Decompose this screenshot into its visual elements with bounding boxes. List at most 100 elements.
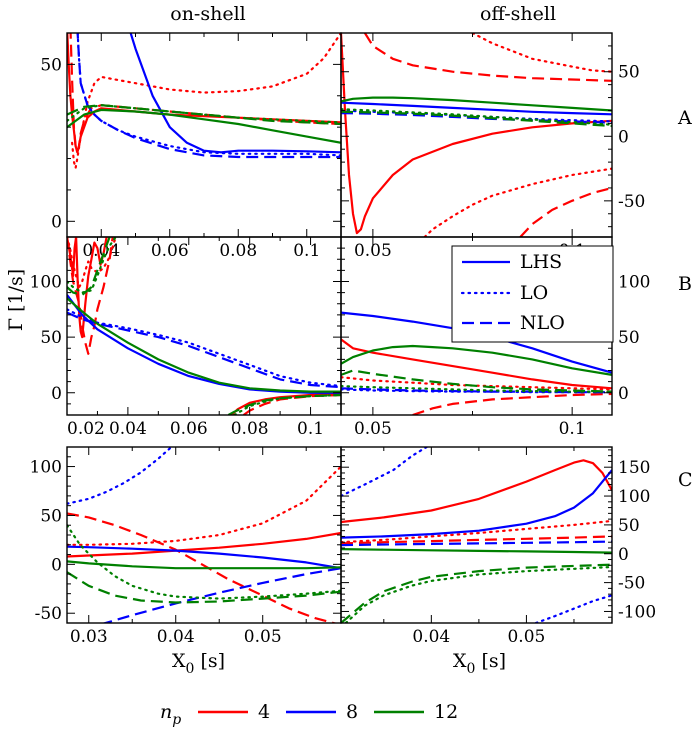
- series-line-solid: [67, 531, 341, 558]
- row-label-b: B: [678, 273, 692, 295]
- series-line-dashed: [242, 393, 341, 415]
- panel-b-off: 0.05 0.1 0 50 100: [340, 236, 650, 439]
- series-line-dashed: [519, 186, 612, 237]
- row-label-c: C: [678, 469, 693, 491]
- series-line-dashed: [67, 237, 111, 296]
- series-line-dashed: [341, 535, 612, 545]
- y-tick-label: 100: [30, 458, 62, 478]
- series-group: [341, 447, 612, 623]
- x-tick-label: 0.03: [70, 627, 108, 647]
- legend-np-label-12: 12: [434, 701, 458, 723]
- y-tick-label: 0: [618, 127, 629, 147]
- legend-np-label-4: 4: [258, 701, 270, 723]
- x-tick-label: 0.05: [354, 241, 392, 261]
- series-group: [67, 33, 341, 170]
- series-line-dashed: [76, 33, 341, 159]
- series-line-solid: [67, 297, 341, 393]
- panel-b-on: 0.02 0.04 0.06 0.08 0.1 0 50 100: [30, 236, 342, 439]
- series-line-dotted: [67, 308, 341, 388]
- x-axis-main: X: [172, 650, 186, 672]
- x-tick-label: 0.04: [412, 627, 450, 647]
- x-axis-unit: [s]: [194, 650, 225, 672]
- column-title-on-shell: on-shell: [170, 3, 245, 25]
- x-tick-label: 0.05: [354, 419, 392, 439]
- series-line-solid: [341, 33, 612, 235]
- series-group: [67, 447, 341, 623]
- x-tick-label: 0.04: [109, 419, 147, 439]
- panel-c-on: 0.03 0.04 0.05 -50 0 50 100: [30, 446, 342, 647]
- legend-label-nlo: NLO: [520, 312, 565, 334]
- series-line-dashed: [67, 311, 341, 389]
- column-title-off-shell: off-shell: [480, 3, 556, 25]
- panel-frame: [340, 446, 613, 624]
- panel-frame: [340, 32, 613, 238]
- x-tick-label: 0.08: [231, 419, 269, 439]
- series-line-dashed: [341, 110, 612, 128]
- x-axis-label-right: X0 [s]: [453, 650, 506, 677]
- x-tick-label: 0.05: [507, 627, 545, 647]
- series-line-dotted: [67, 524, 341, 600]
- y-tick-label: 100: [30, 273, 62, 293]
- row-label-a: A: [677, 107, 692, 129]
- series-line-solid: [341, 344, 612, 376]
- series-line-dashed: [227, 393, 341, 415]
- series-line-dashed: [412, 392, 612, 415]
- y-tick-label: -50: [618, 574, 645, 594]
- series-line-solid: [341, 101, 612, 116]
- x-tick-label: 0.05: [244, 627, 282, 647]
- series-line-dotted: [341, 108, 612, 126]
- legend-np-title: np: [160, 701, 181, 728]
- series-line-dotted: [67, 447, 173, 505]
- y-tick-label: 0: [618, 384, 629, 404]
- legend-np: np 4 8 12: [160, 701, 458, 728]
- series-group: [67, 237, 341, 415]
- series-line-solid: [129, 33, 341, 154]
- y-tick-label: 100: [618, 487, 650, 507]
- series-line-dotted: [471, 33, 612, 73]
- series-line-solid: [341, 548, 612, 554]
- legend-np-title-main: n: [160, 701, 172, 723]
- series-line-dashed: [67, 104, 341, 126]
- y-tick-label: 50: [40, 328, 62, 348]
- x-tick-label: 0.1: [293, 241, 320, 261]
- panel-grid: 0.040.060.080.10500.050.1-500500.020.040…: [30, 32, 656, 647]
- series-line-dashed: [67, 512, 338, 623]
- y-tick-label: 50: [618, 328, 640, 348]
- legend-label-lhs: LHS: [520, 251, 562, 273]
- series-line-dashed: [101, 567, 341, 623]
- series-line-dashed: [69, 33, 341, 154]
- series-line-dashed: [363, 33, 612, 82]
- series-line-solid: [67, 560, 341, 570]
- legend-np-title-sub: p: [172, 712, 181, 728]
- series-line-dotted: [344, 565, 612, 623]
- series-line-dotted: [67, 104, 341, 124]
- y-tick-label: 50: [618, 63, 640, 83]
- series-line-solid: [341, 96, 612, 112]
- x-tick-label: 0.1: [559, 419, 586, 439]
- x-axis-main: X: [453, 650, 467, 672]
- series-group: [341, 33, 612, 237]
- series-line-dashed: [341, 563, 612, 623]
- series-line-dotted: [341, 519, 612, 544]
- y-tick-label: 0: [618, 545, 629, 565]
- y-tick-label: 100: [618, 273, 650, 293]
- y-tick-label: 150: [618, 458, 650, 478]
- y-tick-label: -50: [618, 192, 645, 212]
- series-line-dotted: [341, 385, 612, 393]
- series-line-dotted: [67, 237, 117, 289]
- series-line-solid: [67, 237, 108, 339]
- y-tick-label: 0: [51, 212, 62, 232]
- legend-line-styles: LHS LO NLO: [451, 245, 614, 343]
- x-tick-label: 0.06: [151, 241, 189, 261]
- series-line-solid: [341, 338, 612, 390]
- series-line-dashed: [341, 387, 612, 394]
- x-axis-sub: 0: [186, 661, 195, 677]
- x-tick-label: 0.02: [67, 419, 105, 439]
- series-line-dotted: [67, 465, 341, 546]
- y-tick-label: 50: [40, 55, 62, 75]
- x-tick-label: 0.04: [157, 627, 195, 647]
- x-axis-sub: 0: [467, 661, 476, 677]
- y-tick-label: -50: [35, 604, 62, 624]
- series-line-solid: [341, 459, 612, 524]
